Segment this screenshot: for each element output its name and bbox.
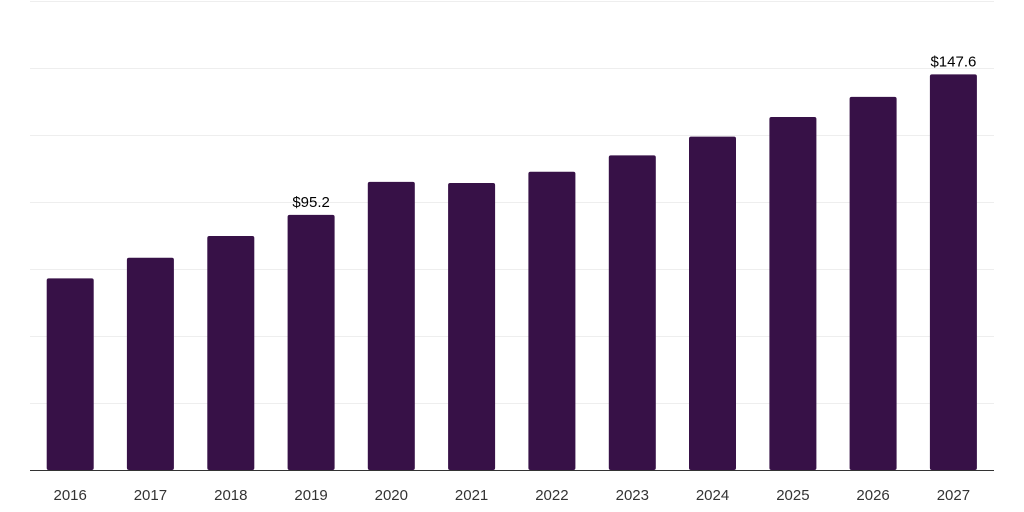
bar-2027[interactable] (929, 74, 977, 471)
x-tick-label-2026: 2026 (856, 487, 889, 504)
bars (46, 74, 977, 471)
data-labels: $95.2 $147.6 (292, 53, 976, 211)
data-label-2027: $147.6 (930, 53, 976, 70)
x-tick-label-2027: 2027 (937, 487, 970, 504)
bar-2024[interactable] (689, 136, 736, 470)
x-tick-label-2025: 2025 (776, 487, 809, 504)
bar-2018[interactable] (207, 236, 255, 470)
bar-2025[interactable] (769, 117, 817, 470)
bar-2022[interactable] (528, 171, 576, 470)
bar-2026[interactable] (849, 96, 897, 471)
data-label-2019: $95.2 (292, 194, 330, 211)
x-tick-label-2022: 2022 (535, 487, 568, 504)
bar-2023[interactable] (608, 155, 656, 470)
x-tick-label-2019: 2019 (294, 487, 327, 504)
x-tick-label-2018: 2018 (214, 487, 247, 504)
x-tick-label-2020: 2020 (375, 487, 408, 504)
bar-2019[interactable] (287, 214, 335, 470)
gridlines (30, 1, 994, 404)
x-tick-label-2023: 2023 (616, 487, 649, 504)
x-tick-label-2021: 2021 (455, 487, 488, 504)
bar-2016[interactable] (46, 278, 94, 470)
x-tick-label-2016: 2016 (54, 487, 87, 504)
x-tick-label-2024: 2024 (696, 487, 729, 504)
x-axis-tick-labels: 2016 2017 2018 2019 2020 2021 2022 2023 2024 2025… (54, 487, 971, 504)
bar-2017[interactable] (126, 257, 174, 470)
bar-2020[interactable] (367, 181, 415, 470)
x-tick-label-2017: 2017 (134, 487, 167, 504)
bar-2021[interactable] (448, 183, 496, 470)
